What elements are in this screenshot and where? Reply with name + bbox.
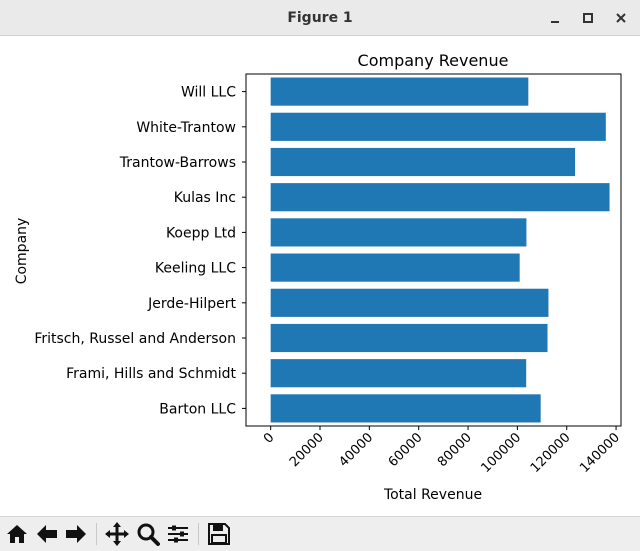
close-icon[interactable] xyxy=(611,8,631,28)
y-tick-label: Koepp Ltd xyxy=(166,225,236,241)
bar xyxy=(270,394,541,423)
toolbar-separator xyxy=(96,523,97,545)
bar xyxy=(270,77,529,106)
y-tick-label: Frami, Hills and Schmidt xyxy=(66,366,236,382)
back-arrow-icon[interactable] xyxy=(34,521,60,547)
x-tick-label: 20000 xyxy=(287,430,327,470)
bar xyxy=(270,147,576,177)
x-tick-label: 100000 xyxy=(479,430,525,476)
forward-arrow-icon[interactable] xyxy=(63,521,89,547)
y-tick-label: Kulas Inc xyxy=(174,190,236,206)
chart-title: Company Revenue xyxy=(358,51,509,70)
window-title: Figure 1 xyxy=(287,10,353,26)
y-tick-label: Barton LLC xyxy=(159,401,236,417)
y-tick-label: Jerde-Hilpert xyxy=(147,296,236,312)
bar xyxy=(270,323,548,353)
minimize-icon[interactable] xyxy=(545,8,565,28)
navigation-toolbar xyxy=(0,516,640,551)
configure-subplots-icon[interactable] xyxy=(165,521,191,547)
x-tick-label: 80000 xyxy=(435,430,475,470)
y-tick-label: Trantow-Barrows xyxy=(119,155,236,171)
save-icon[interactable] xyxy=(206,521,232,547)
bar xyxy=(270,183,610,212)
x-tick-label: 0 xyxy=(261,430,277,446)
y-axis-label: Company xyxy=(14,218,30,285)
home-icon[interactable] xyxy=(4,521,30,547)
x-tick-label: 120000 xyxy=(528,430,574,476)
y-tick-label: Will LLC xyxy=(181,85,236,101)
x-tick-label: 40000 xyxy=(336,430,376,470)
bar xyxy=(270,288,549,317)
toolbar-separator xyxy=(198,523,199,545)
bar xyxy=(270,112,606,141)
maximize-icon[interactable] xyxy=(578,8,598,28)
y-tick-label: White-Trantow xyxy=(136,120,236,136)
bar xyxy=(270,253,520,282)
figure-canvas: Company Revenue Barton LLC Frami, Hills a… xyxy=(0,36,640,516)
window-titlebar: Figure 1 xyxy=(0,0,640,36)
x-tick-label: 60000 xyxy=(386,430,426,470)
bar xyxy=(270,218,527,247)
chart: Company Revenue Barton LLC Frami, Hills a… xyxy=(14,51,623,503)
axes-frame xyxy=(245,73,622,427)
y-tick-label: Fritsch, Russel and Anderson xyxy=(34,331,236,347)
x-tick-label: 140000 xyxy=(577,430,623,476)
pan-icon[interactable] xyxy=(104,521,130,547)
x-axis-label: Total Revenue xyxy=(383,487,482,503)
y-tick-label: Keeling LLC xyxy=(155,261,236,277)
zoom-icon[interactable] xyxy=(135,521,161,547)
bar xyxy=(270,359,527,388)
axes: Barton LLC Frami, Hills and Schmidt Fritsc… xyxy=(34,73,623,476)
